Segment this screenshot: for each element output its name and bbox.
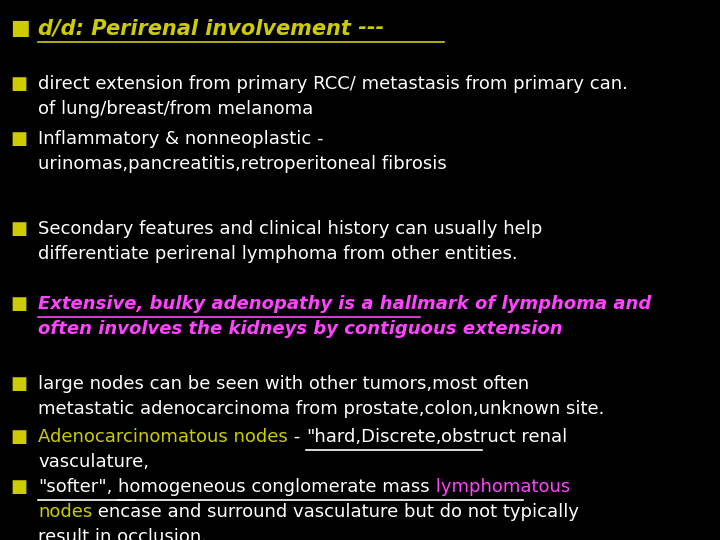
Text: ■: ■ [10, 75, 27, 93]
Text: "hard,Discrete,: "hard,Discrete, [306, 428, 441, 446]
Text: Adenocarcinomatous nodes: Adenocarcinomatous nodes [38, 428, 288, 446]
Text: d/d: Perirenal involvement: d/d: Perirenal involvement [38, 18, 351, 38]
Text: ■: ■ [10, 130, 27, 148]
Text: encase and surround vasculature but do not typically: encase and surround vasculature but do n… [92, 503, 580, 521]
Text: large nodes can be seen with other tumors,most often: large nodes can be seen with other tumor… [38, 375, 529, 393]
Text: urinomas,pancreatitis,retroperitoneal fibrosis: urinomas,pancreatitis,retroperitoneal fi… [38, 155, 446, 173]
Text: "softer",: "softer", [38, 478, 112, 496]
Text: obstruct renal: obstruct renal [441, 428, 567, 446]
Text: result in occlusion.: result in occlusion. [38, 528, 207, 540]
Text: ■: ■ [10, 18, 30, 38]
Text: metastatic adenocarcinoma from prostate,colon,unknown site.: metastatic adenocarcinoma from prostate,… [38, 400, 604, 418]
Text: ■: ■ [10, 295, 27, 313]
Text: ■: ■ [10, 375, 27, 393]
Text: ■: ■ [10, 428, 27, 446]
Text: Inflammatory & nonneoplastic -: Inflammatory & nonneoplastic - [38, 130, 323, 148]
Text: Secondary features and clinical history can usually help: Secondary features and clinical history … [38, 220, 542, 238]
Text: ---: --- [351, 18, 384, 38]
Text: nodes: nodes [38, 503, 92, 521]
Text: Extensive, bulky adenopathy: Extensive, bulky adenopathy [38, 295, 332, 313]
Text: homogeneous conglomerate mass: homogeneous conglomerate mass [118, 478, 430, 496]
Text: of lung/breast/from melanoma: of lung/breast/from melanoma [38, 100, 313, 118]
Text: -: - [288, 428, 306, 446]
Text: ■: ■ [10, 220, 27, 238]
Text: lymphomatous: lymphomatous [430, 478, 570, 496]
Text: is a hallmark of lymphoma and: is a hallmark of lymphoma and [332, 295, 652, 313]
Text: vasculature,: vasculature, [38, 453, 149, 471]
Text: ■: ■ [10, 478, 27, 496]
Text: differentiate perirenal lymphoma from other entities.: differentiate perirenal lymphoma from ot… [38, 245, 518, 263]
Text: often involves the kidneys by contiguous extension: often involves the kidneys by contiguous… [38, 320, 562, 338]
Text: direct extension from primary RCC/ metastasis from primary can.: direct extension from primary RCC/ metas… [38, 75, 628, 93]
